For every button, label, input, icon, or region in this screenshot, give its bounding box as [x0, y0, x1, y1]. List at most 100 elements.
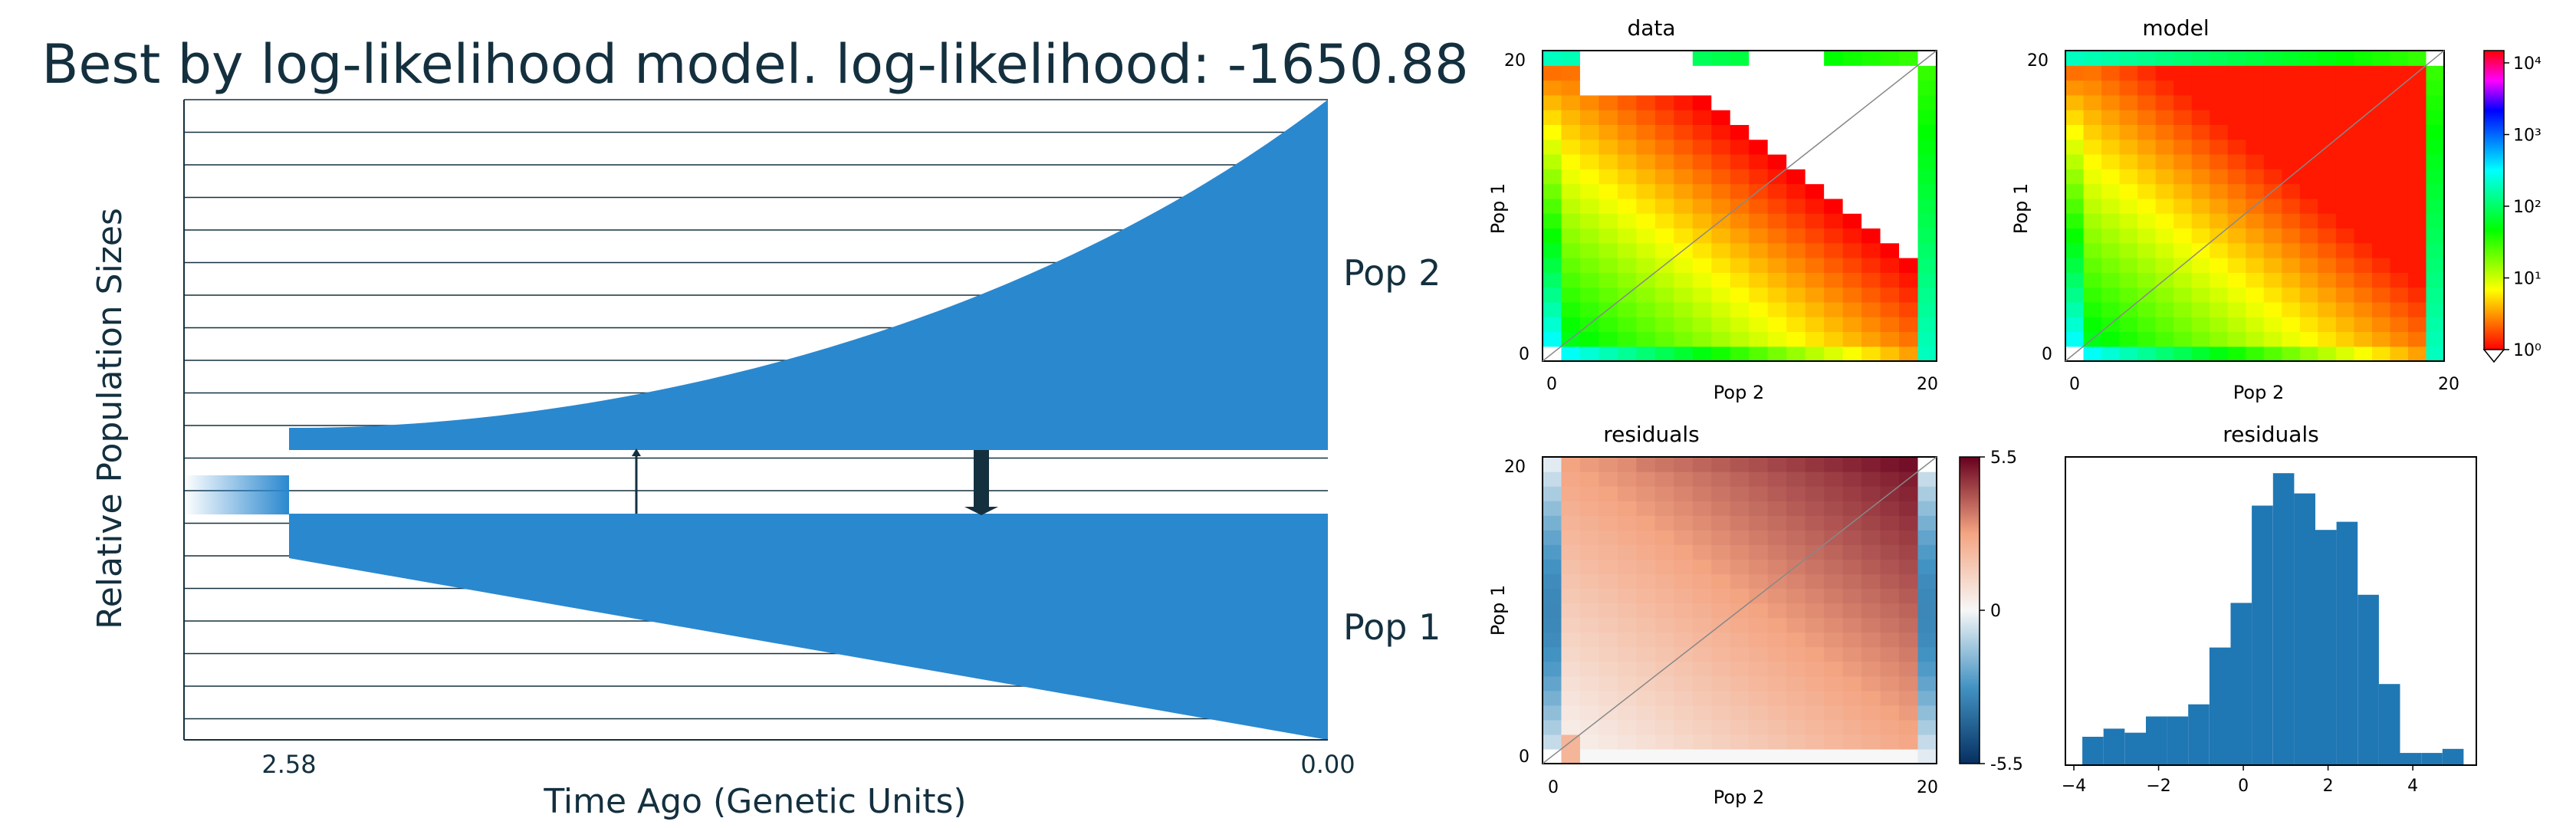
residual-heatmap-cells — [1543, 457, 1937, 764]
data-heatmap-cell — [1786, 198, 1806, 214]
model-heatmap-cell — [2155, 154, 2174, 169]
model-heatmap-cell — [2246, 65, 2265, 81]
residual-heatmap-cell — [1561, 617, 1581, 633]
model-heatmap-cell — [2174, 198, 2193, 214]
model-heatmap-cell — [2390, 94, 2409, 110]
data-heatmap-cell — [1654, 331, 1674, 347]
residual-heatmap-cell — [1786, 690, 1806, 706]
model-heatmap-cell — [2065, 198, 2085, 214]
data-heatmap-cell — [1749, 213, 1769, 229]
data-heatmap-cell — [1842, 51, 1862, 66]
data-heatmap-cell — [1730, 331, 1750, 347]
model-heatmap-cell — [2210, 110, 2229, 126]
model-heatmap-cell — [2101, 80, 2121, 96]
model-heatmap-cell — [2191, 154, 2210, 169]
residual-heatmap-cell — [1617, 457, 1637, 472]
residual-heatmap-cell — [1767, 530, 1787, 545]
model-heatmap-cell — [2335, 183, 2354, 199]
data-heatmap-panel: data 20 0 0 20 Pop 2 Pop 1 — [1487, 15, 1938, 403]
data-heatmap-cell — [1711, 183, 1731, 199]
data-heatmap-cell — [1711, 124, 1731, 140]
residual-heatmap-cell — [1617, 603, 1637, 619]
model-heatmap-cell — [2155, 139, 2174, 155]
data-heatmap-cell — [1711, 346, 1731, 362]
model-heatmap-cell — [2210, 183, 2229, 199]
residual-heatmap-cell — [1786, 588, 1806, 604]
residual-heatmap-cell — [1617, 646, 1637, 662]
residual-heatmap-cell — [1598, 573, 1618, 590]
residual-heatmap-cell — [1674, 705, 1694, 721]
data-heatmap-cell — [1579, 198, 1600, 214]
residual-heatmap-cell — [1749, 457, 1769, 472]
data-heatmap-cell — [1561, 198, 1581, 214]
residual-colorbar-tick-label: 0 — [1990, 602, 2001, 621]
data-heatmap-cell — [1674, 287, 1694, 303]
data-heatmap-cell — [1711, 51, 1731, 66]
residual-heatmap-cell — [1711, 705, 1731, 721]
data-heatmap-cell — [1917, 139, 1937, 155]
residual-heatmap-cell — [1598, 457, 1618, 472]
residual-heatmap-cell — [1561, 719, 1581, 735]
residual-heatmap-cell — [1636, 501, 1656, 516]
data-heatmap-cell — [1692, 183, 1712, 199]
data-heatmap-cell — [1561, 228, 1581, 244]
data-heatmap-cell — [1636, 331, 1656, 347]
data-heatmap-cell — [1880, 139, 1900, 155]
data-heatmap-cell — [1842, 65, 1862, 81]
model-heatmap-cell — [2282, 317, 2301, 333]
residual-heatmap-cell — [1861, 675, 1881, 692]
data-heatmap-cell — [1861, 287, 1881, 303]
residual-heatmap-cell — [1730, 617, 1750, 633]
residual-heatmap-cell — [1917, 544, 1937, 560]
data-heatmap-cells — [1543, 51, 1937, 362]
model-heatmap-cell — [2065, 94, 2085, 110]
data-heatmap-cell — [1561, 94, 1581, 110]
residual-heatmap-cell — [1711, 501, 1731, 516]
data-heatmap-cell — [1654, 80, 1674, 96]
data-heatmap-cell — [1917, 301, 1937, 317]
data-heatmap-cell — [1767, 346, 1787, 362]
residual-heatmap-cell — [1880, 501, 1900, 516]
residual-heatmap-cell — [1842, 675, 1862, 692]
data-heatmap-cell — [1730, 346, 1750, 362]
data-heatmap-cell — [1805, 51, 1825, 66]
residual-heatmap-cell — [1842, 661, 1862, 677]
residual-heatmap-cell — [1598, 515, 1618, 531]
model-heatmap-cell — [2407, 213, 2427, 229]
residual-heatmap-cell — [1654, 588, 1674, 604]
data-heatmap-cell — [1917, 287, 1937, 303]
model-heatmap-cell — [2299, 124, 2318, 140]
residual-heatmap-cell — [1749, 661, 1769, 677]
residual-heatmap-cell — [1674, 603, 1694, 619]
model-heatmap-cell — [2119, 110, 2138, 126]
model-heatmap-cell — [2390, 213, 2409, 229]
data-heatmap-cell — [1617, 331, 1637, 347]
residual-heatmap-cell — [1842, 501, 1862, 516]
residual-heatmap-cell — [1749, 675, 1769, 692]
data-heatmap-cell — [1617, 94, 1637, 110]
residual-heatmap-cell — [1880, 719, 1900, 735]
data-heatmap-cell — [1842, 331, 1862, 347]
model-heatmap-cell — [2137, 242, 2157, 258]
residual-heatmap-cell — [1543, 559, 1562, 574]
data-heatmap-cell — [1654, 301, 1674, 317]
residual-heatmap-cell — [1805, 734, 1825, 750]
residual-heatmap-cell — [1749, 719, 1769, 735]
data-heatmap-cell — [1730, 301, 1750, 317]
histogram-bar — [2082, 737, 2104, 765]
residual-heatmap-cell — [1786, 675, 1806, 692]
residual-heatmap-cell — [1561, 661, 1581, 677]
data-heatmap-cell — [1917, 94, 1937, 110]
residual-heatmap-cell — [1786, 719, 1806, 735]
data-heatmap-cell — [1692, 301, 1712, 317]
residual-heatmap-cell — [1880, 690, 1900, 706]
model-heatmap-cell — [2263, 124, 2282, 140]
model-heatmap-cell — [2390, 51, 2409, 66]
residual-heatmap-cell — [1749, 690, 1769, 706]
data-heatmap-cell — [1636, 213, 1656, 229]
data-heatmap-cell — [1805, 287, 1825, 303]
data-heatmap-cell — [1842, 287, 1862, 303]
model-heatmap-cell — [2155, 258, 2174, 273]
model-heatmap-cell — [2246, 213, 2265, 229]
model-y-tick-max: 20 — [2027, 51, 2049, 71]
